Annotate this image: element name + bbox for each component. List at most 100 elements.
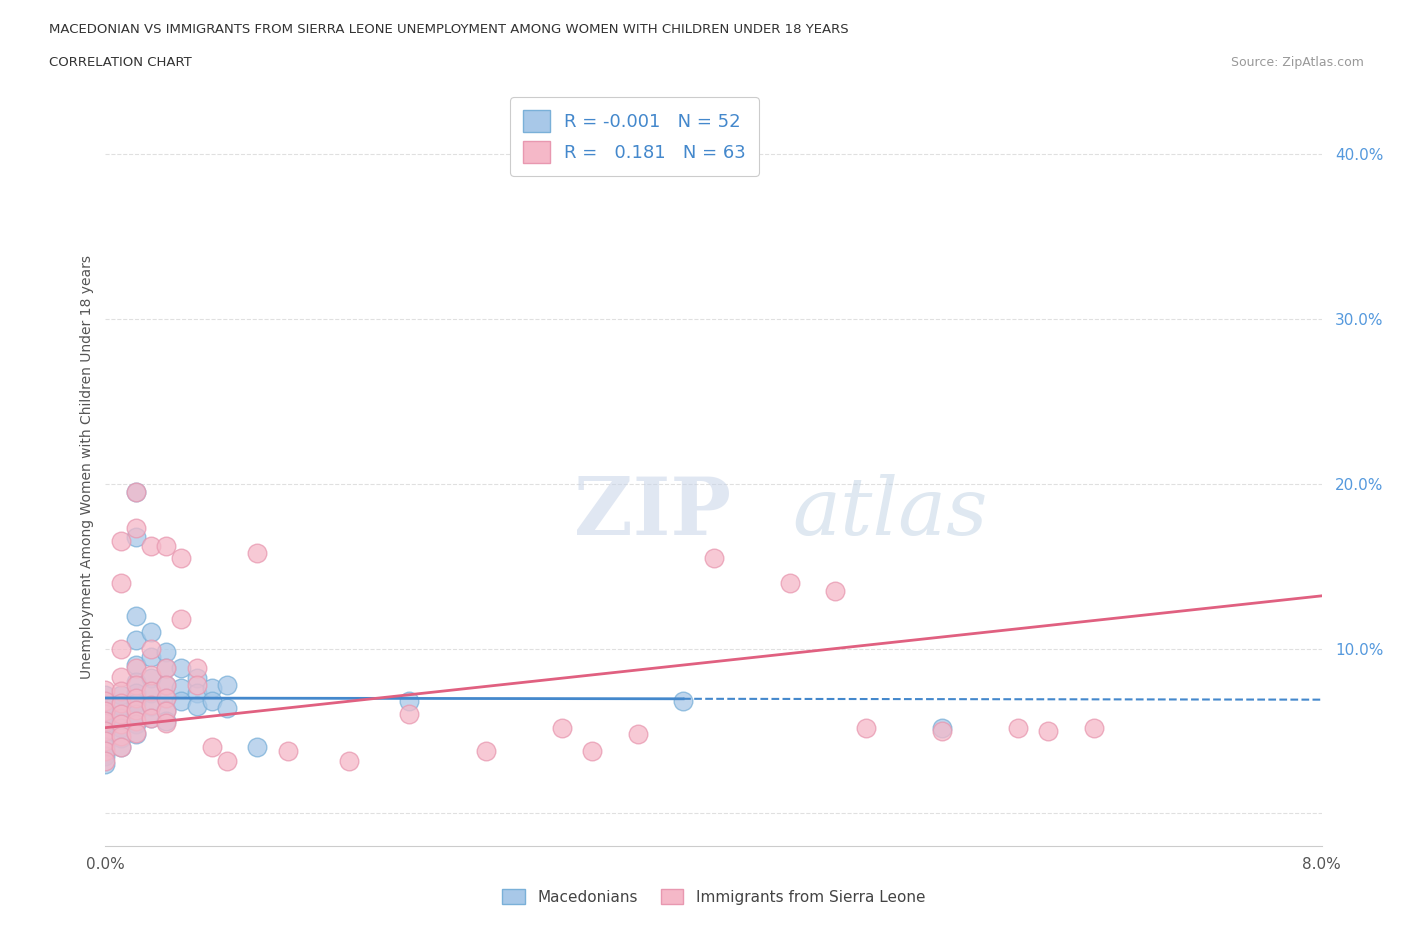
Point: [155, 644, 177, 659]
Point: [170, 661, 193, 676]
Point: [1007, 720, 1029, 735]
Point: [337, 753, 360, 768]
Point: [110, 670, 132, 684]
Point: [155, 661, 177, 676]
Point: [125, 717, 148, 732]
Point: [125, 674, 148, 689]
Point: [110, 696, 132, 711]
Point: [217, 677, 239, 692]
Point: [139, 625, 162, 640]
Point: [155, 539, 177, 554]
Point: [94, 698, 117, 712]
Point: [110, 641, 132, 656]
Point: [94, 694, 117, 709]
Point: [94, 724, 117, 738]
Point: [110, 720, 132, 735]
Point: [94, 724, 117, 738]
Point: [125, 707, 148, 722]
Point: [110, 717, 132, 732]
Point: [217, 753, 239, 768]
Point: [94, 683, 117, 698]
Legend: Macedonians, Immigrants from Sierra Leone: Macedonians, Immigrants from Sierra Leon…: [496, 883, 931, 910]
Point: [155, 691, 177, 706]
Point: [110, 707, 132, 722]
Point: [702, 551, 725, 565]
Point: [155, 702, 177, 717]
Point: [246, 740, 269, 755]
Point: [125, 702, 148, 717]
Point: [94, 753, 117, 768]
Text: atlas: atlas: [793, 474, 988, 551]
Point: [125, 725, 148, 740]
Point: [110, 740, 132, 755]
Point: [94, 749, 117, 764]
Point: [94, 756, 117, 771]
Text: MACEDONIAN VS IMMIGRANTS FROM SIERRA LEONE UNEMPLOYMENT AMONG WOMEN WITH CHILDRE: MACEDONIAN VS IMMIGRANTS FROM SIERRA LEO…: [49, 23, 849, 36]
Point: [186, 685, 208, 700]
Point: [398, 694, 420, 709]
Point: [217, 700, 239, 715]
Point: [110, 684, 132, 698]
Point: [186, 698, 208, 713]
Point: [110, 534, 132, 549]
Y-axis label: Unemployment Among Women with Children Under 18 years: Unemployment Among Women with Children U…: [80, 256, 94, 679]
Point: [110, 576, 132, 591]
Point: [155, 677, 177, 692]
Point: [201, 681, 224, 696]
Point: [139, 711, 162, 725]
Point: [125, 485, 148, 499]
Point: [139, 649, 162, 664]
Point: [170, 551, 193, 565]
Text: ZIP: ZIP: [574, 473, 731, 551]
Point: [186, 661, 208, 676]
Point: [125, 529, 148, 544]
Point: [581, 743, 603, 758]
Point: [94, 707, 117, 722]
Point: [201, 694, 224, 709]
Point: [672, 694, 695, 709]
Point: [139, 668, 162, 683]
Point: [94, 743, 117, 758]
Point: [125, 713, 148, 728]
Point: [474, 743, 496, 758]
Point: [139, 698, 162, 712]
Point: [139, 711, 162, 725]
Point: [672, 155, 695, 170]
Point: [125, 685, 148, 700]
Point: [139, 641, 162, 656]
Point: [125, 633, 148, 648]
Point: [125, 608, 148, 623]
Point: [155, 715, 177, 730]
Point: [170, 694, 193, 709]
Point: [94, 704, 117, 719]
Point: [170, 612, 193, 627]
Point: [139, 684, 162, 698]
Point: [186, 677, 208, 692]
Point: [155, 713, 177, 728]
Point: [125, 661, 148, 676]
Point: [110, 698, 132, 713]
Point: [94, 713, 117, 728]
Point: [398, 707, 420, 722]
Point: [125, 727, 148, 742]
Point: [110, 711, 132, 725]
Point: [125, 696, 148, 711]
Point: [931, 724, 953, 738]
Point: [139, 671, 162, 685]
Point: [277, 743, 299, 758]
Point: [170, 681, 193, 696]
Point: [110, 740, 132, 755]
Point: [1083, 720, 1105, 735]
Point: [155, 704, 177, 719]
Point: [94, 687, 117, 702]
Point: [779, 576, 801, 591]
Point: [110, 730, 132, 745]
Point: [550, 720, 572, 735]
Point: [201, 740, 224, 755]
Point: [855, 720, 877, 735]
Point: [186, 671, 208, 685]
Point: [125, 485, 148, 499]
Point: [110, 687, 132, 702]
Text: Source: ZipAtlas.com: Source: ZipAtlas.com: [1230, 56, 1364, 69]
Point: [1036, 724, 1059, 738]
